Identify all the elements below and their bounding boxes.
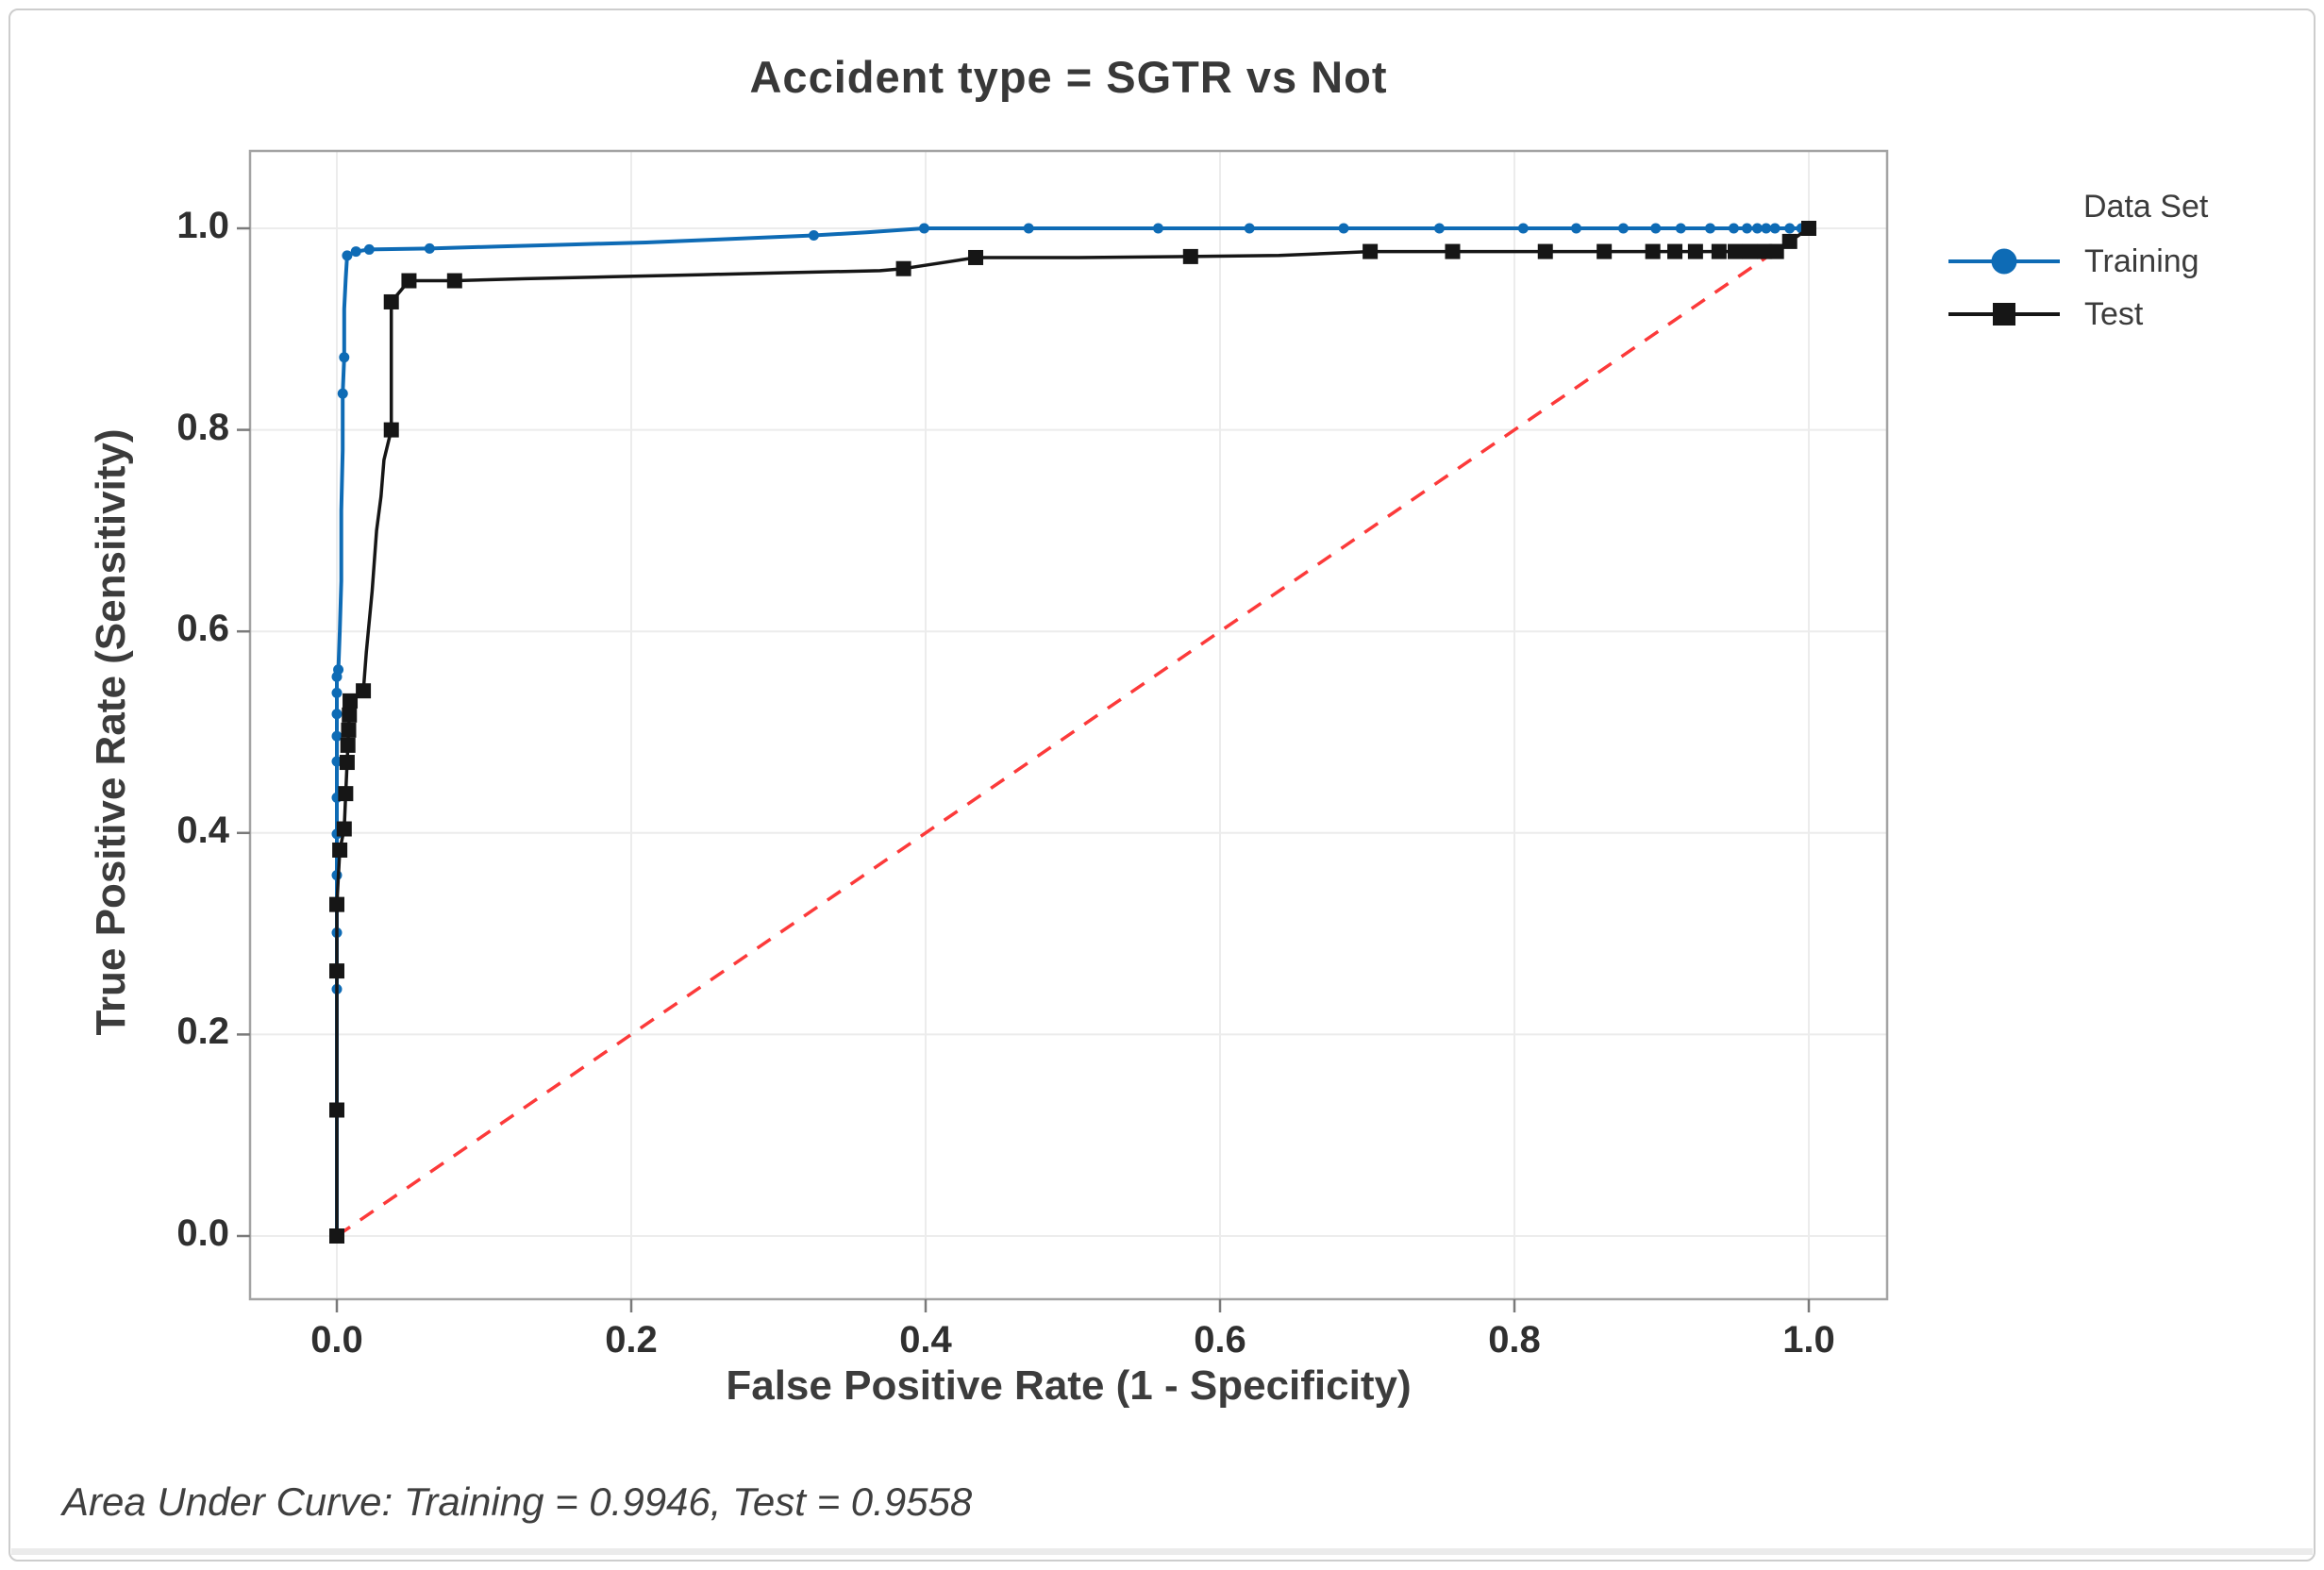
- auc-footer: Area Under Curve: Training = 0.9946, Tes…: [62, 1479, 973, 1524]
- marker-test: [401, 273, 417, 289]
- x-axis-title: False Positive Rate (1 - Specificity): [726, 1362, 1412, 1409]
- marker-training: [1704, 223, 1715, 234]
- marker-training: [1728, 223, 1739, 234]
- legend: Data Set Training Test: [1947, 189, 2208, 341]
- marker-test: [338, 786, 354, 802]
- figure-border: [8, 8, 2316, 1562]
- legend-entry-training: Training: [1947, 235, 2208, 288]
- marker-test: [1667, 243, 1683, 259]
- series-line-training: [335, 226, 1809, 1236]
- x-tick-label: 0.2: [605, 1319, 658, 1361]
- marker-test: [1597, 243, 1613, 259]
- x-tick-label: 0.4: [899, 1319, 952, 1361]
- y-tick-label: 0.8: [176, 406, 229, 448]
- marker-training: [350, 246, 361, 258]
- legend-entries: Training Test: [1947, 235, 2208, 341]
- legend-label: Test: [2084, 295, 2144, 332]
- marker-training: [808, 229, 819, 241]
- y-tick-label: 1.0: [176, 205, 229, 246]
- y-axis-title: True Positive Rate (Sensitivity): [88, 428, 134, 1036]
- marker-test: [1768, 243, 1784, 259]
- marker-test: [1711, 243, 1727, 259]
- marker-training: [1517, 223, 1529, 234]
- marker-test: [1781, 233, 1797, 249]
- marker-test: [1801, 221, 1816, 236]
- x-tick-label: 0.8: [1488, 1319, 1541, 1361]
- marker-test: [329, 963, 344, 979]
- y-tick-label: 0.0: [176, 1212, 229, 1254]
- marker-test: [329, 1102, 344, 1118]
- marker-training: [363, 243, 375, 255]
- marker-test: [1445, 243, 1461, 259]
- marker-test: [339, 755, 355, 771]
- marker-training: [331, 687, 343, 698]
- legend-title: Data Set: [2083, 189, 2209, 225]
- marker-training: [1675, 223, 1686, 234]
- marker-test: [341, 722, 357, 738]
- marker-test: [329, 1228, 344, 1244]
- marker-training: [1617, 223, 1629, 234]
- marker-training: [1751, 223, 1763, 234]
- legend-square-marker-icon: [1948, 303, 2060, 326]
- marker-training: [1741, 223, 1752, 234]
- marker-test: [329, 896, 344, 912]
- marker-training: [1769, 223, 1781, 234]
- marker-test: [383, 293, 399, 309]
- marker-training: [331, 756, 343, 767]
- marker-training: [1784, 223, 1796, 234]
- marker-training: [337, 388, 348, 399]
- marker-training: [339, 352, 350, 363]
- marker-test: [1645, 243, 1661, 259]
- marker-training: [331, 709, 343, 720]
- x-tick-label: 0.0: [310, 1319, 363, 1361]
- plot-border: [248, 149, 1889, 1301]
- marker-test: [332, 842, 348, 858]
- marker-test: [1728, 243, 1743, 259]
- chart-title: Accident type = SGTR vs Not: [749, 52, 1388, 102]
- marker-training: [424, 242, 435, 254]
- legend-circle-marker-icon: [1948, 248, 2060, 275]
- marker-test: [1687, 243, 1703, 259]
- marker-test: [342, 707, 358, 723]
- y-tick-label: 0.6: [176, 608, 229, 650]
- marker-training: [331, 730, 343, 742]
- y-tick-label: 0.4: [176, 809, 229, 851]
- legend-entry-test: Test: [1947, 288, 2208, 341]
- marker-training: [1152, 223, 1163, 234]
- marker-training: [1244, 223, 1255, 234]
- marker-training: [1433, 223, 1445, 234]
- marker-test: [1537, 243, 1553, 259]
- marker-test: [1742, 243, 1758, 259]
- marker-test: [343, 693, 359, 709]
- marker-test: [895, 260, 911, 276]
- marker-training: [918, 223, 929, 234]
- marker-training: [333, 664, 344, 676]
- marker-test: [1363, 243, 1379, 259]
- marker-test: [356, 683, 372, 699]
- marker-test: [968, 249, 984, 265]
- reference-diagonal: [336, 226, 1810, 1238]
- marker-test: [446, 273, 462, 289]
- marker-training: [1571, 223, 1582, 234]
- marker-training: [1650, 223, 1662, 234]
- marker-test: [383, 422, 399, 438]
- x-tick-label: 0.6: [1194, 1319, 1246, 1361]
- marker-test: [1182, 248, 1198, 264]
- marker-training: [1338, 223, 1349, 234]
- legend-label: Training: [2084, 242, 2199, 279]
- marker-training: [342, 250, 353, 261]
- y-tick-label: 0.2: [176, 1010, 229, 1053]
- series-line-test: [335, 226, 1810, 1236]
- marker-training: [1761, 223, 1772, 234]
- marker-test: [1757, 243, 1773, 259]
- x-tick-label: 1.0: [1782, 1319, 1835, 1361]
- figure-bottom-edge: [11, 1548, 2313, 1555]
- marker-test: [340, 737, 356, 753]
- marker-training: [1023, 223, 1034, 234]
- marker-test: [336, 821, 352, 837]
